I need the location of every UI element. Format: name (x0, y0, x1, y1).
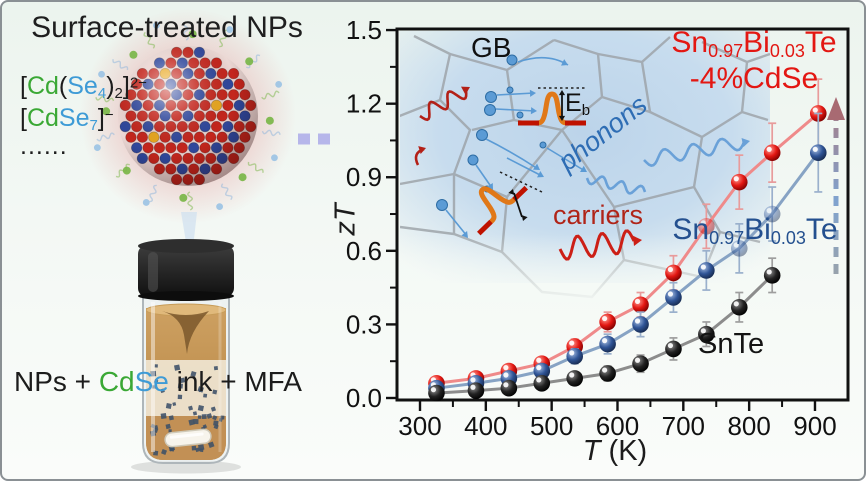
formula-bracket: ] (122, 72, 130, 100)
formula-paren: ( (58, 72, 68, 100)
vial-label-cd: Cd (98, 366, 135, 397)
data-point (599, 365, 616, 382)
svg-text:600: 600 (596, 411, 639, 441)
formula-paren: ) (106, 72, 115, 100)
data-point (428, 384, 445, 402)
svg-text:700: 700 (662, 411, 705, 441)
grain-boundaries (400, 34, 771, 299)
inset-gb-label: GB (471, 32, 512, 63)
nanoparticle (80, 8, 296, 224)
formula-bracket: [ (20, 72, 27, 100)
data-point (730, 240, 748, 257)
formula-bracket: ] (97, 104, 105, 132)
formula-se: Se (58, 104, 90, 132)
formula-subscript: 2 (114, 85, 123, 103)
formula-bracket: [ (20, 104, 27, 132)
formula-charge: − (104, 106, 114, 124)
formula-subscript: 7 (89, 117, 98, 135)
legend-red-line1: Sn0.97Bi0.03Te (671, 26, 837, 62)
data-point (599, 335, 616, 353)
legend-black-series: SnTe (698, 328, 765, 360)
data-point (763, 267, 781, 284)
data-point (698, 325, 715, 343)
formula-cd: Cd (26, 104, 59, 132)
legend-blue-series: Sn0.97Bi0.03Te (672, 213, 838, 249)
stir-bar (164, 428, 212, 448)
data-point (467, 382, 485, 399)
svg-text:0.9: 0.9 (346, 162, 382, 192)
data-point (566, 347, 584, 365)
svg-text:500: 500 (530, 411, 573, 441)
energy-barrier (518, 87, 586, 126)
formula-cd-se4: [Cd(Se4)2]2− (20, 72, 147, 102)
formula-ellipsis: ...... (20, 132, 68, 160)
zt-chart-canvas: 300 400 500 600 700 800 900 0.0 0.3 0.6 0.9 1.2 1.5 (346, 15, 850, 441)
data-point (632, 296, 649, 314)
vial (131, 239, 241, 474)
axes: 300 400 500 600 700 800 900 0.0 0.3 0.6 0.9 1.2 1.5 (346, 15, 850, 441)
legend-red-series: Sn0.97Bi0.03Te -4%CdSe (642, 26, 864, 96)
data-point (698, 262, 715, 279)
data-point (763, 205, 781, 223)
series-SnTe (428, 257, 781, 402)
svg-text:300: 300 (398, 411, 441, 441)
data-point (809, 144, 827, 161)
vial-label-nps: NPs + (14, 366, 99, 397)
formula-se: Se (67, 72, 98, 100)
inset-eb-label: Eb (565, 89, 591, 120)
svg-text:400: 400 (464, 411, 507, 441)
inset-grain-illustration (400, 31, 772, 302)
series-Sn0.97Bi0.03Te (428, 112, 827, 397)
svg-text:0.0: 0.0 (346, 383, 382, 413)
panel-title: Surface-treated NPs (31, 11, 303, 44)
legend-red-line2: -4%CdSe (689, 61, 819, 95)
data-point (533, 362, 551, 380)
svg-text:900: 900 (793, 411, 836, 441)
data-point (533, 374, 551, 392)
carrier-waves (414, 86, 642, 261)
transfer-arrow (298, 133, 332, 145)
data-point (763, 144, 781, 161)
data-point (632, 355, 649, 372)
vial-label-se: Se (134, 366, 169, 397)
formula-charge: 2− (129, 74, 147, 92)
data-point (730, 173, 748, 191)
data-point (599, 313, 616, 331)
left-panel-illustration (80, 8, 332, 474)
data-point (665, 340, 682, 358)
formula-subscript: 4 (97, 85, 107, 103)
svg-text:0.6: 0.6 (346, 236, 382, 266)
vial-cap (138, 245, 234, 297)
data-point (665, 289, 682, 306)
svg-text:800: 800 (727, 411, 770, 441)
improvement-arrow (827, 97, 845, 274)
data-point (665, 264, 682, 282)
svg-text:0.3: 0.3 (346, 309, 382, 339)
x-axis-label: T (K) (582, 435, 648, 467)
vial-label-mfa: ink + MFA (168, 366, 302, 397)
data-point (566, 370, 584, 387)
data-point (632, 316, 649, 333)
y-axis-label: zT (329, 203, 362, 236)
svg-text:1.5: 1.5 (346, 15, 382, 45)
data-point (698, 217, 715, 235)
inset-carriers-label: carriers (553, 200, 644, 230)
data-point (730, 298, 748, 316)
formula-cd: Cd (26, 72, 59, 100)
data-point (500, 379, 518, 397)
svg-text:1.2: 1.2 (346, 89, 382, 119)
phonon-waves (585, 137, 750, 195)
vial-label: NPs + CdSe ink + MFA (14, 366, 302, 398)
formula-cdse7: [CdSe7]− (20, 104, 114, 134)
